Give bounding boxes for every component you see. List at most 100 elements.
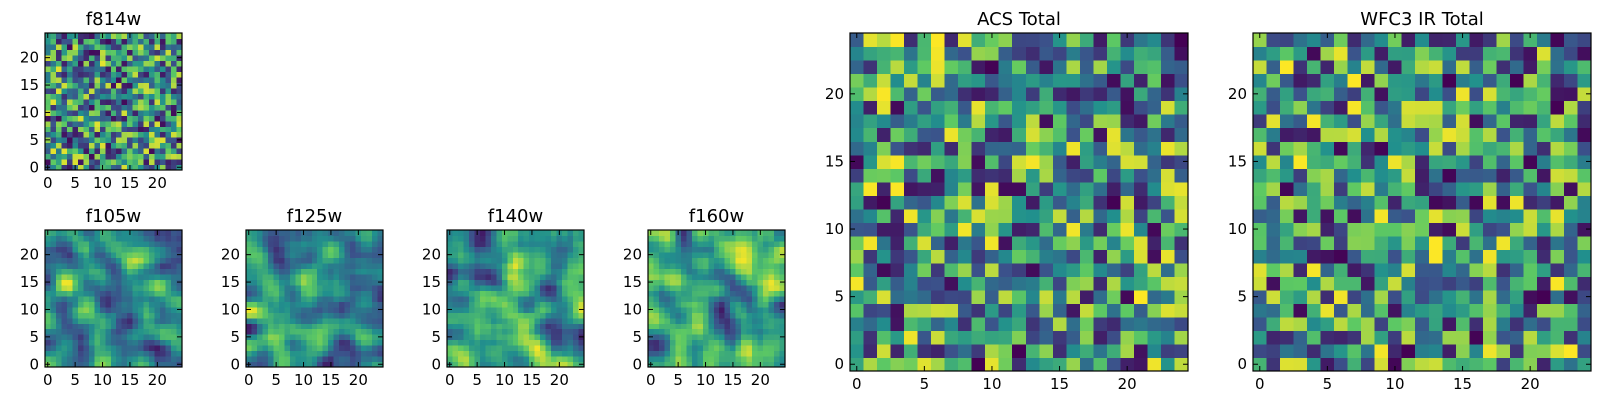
heatmap-cell — [1442, 303, 1457, 318]
heatmap-cell — [774, 323, 781, 330]
heatmap-cell — [1563, 181, 1579, 196]
heatmap-cell — [985, 262, 1000, 277]
heatmap-cell — [1455, 289, 1470, 304]
heatmap-cell — [99, 350, 106, 357]
heatmap-cell — [1079, 249, 1094, 264]
heatmap-cell — [708, 290, 715, 297]
heatmap-cell — [534, 235, 541, 242]
heatmap-cell — [675, 268, 682, 275]
heatmap-cell — [143, 251, 150, 258]
heatmap-cell — [322, 246, 329, 253]
heatmap-cell — [72, 235, 79, 242]
heatmap-cell — [1133, 87, 1149, 102]
heatmap-cell — [132, 49, 139, 56]
heatmap-cell — [300, 356, 307, 363]
heatmap-cell — [94, 345, 101, 352]
heatmap-cell — [361, 301, 368, 308]
heatmap-cell — [1039, 73, 1054, 88]
heatmap-cell — [83, 33, 90, 40]
heatmap-cell — [138, 323, 145, 330]
heatmap-cell — [77, 109, 84, 116]
heatmap-cell — [529, 273, 536, 280]
heatmap-cell — [143, 65, 150, 72]
heatmap-cell — [121, 279, 128, 286]
heatmap-cell — [691, 235, 698, 242]
heatmap-cell — [295, 284, 302, 291]
heatmap-cell — [94, 148, 101, 155]
heatmap-cell — [1428, 343, 1443, 359]
heatmap-cell — [311, 361, 318, 368]
heatmap-cell — [746, 317, 753, 324]
heatmap-cell — [669, 290, 676, 297]
heatmap-cell — [1025, 303, 1040, 318]
heatmap-cell — [691, 306, 698, 313]
heatmap-cell — [317, 290, 324, 297]
heatmap-cell — [529, 306, 536, 313]
heatmap-cell — [267, 361, 274, 368]
heatmap-cell — [1266, 87, 1281, 102]
heatmap-cell — [1320, 276, 1335, 291]
heatmap-cell — [61, 148, 68, 155]
heatmap-cell — [578, 284, 585, 291]
heatmap-cell — [45, 339, 52, 346]
heatmap-cell — [1469, 60, 1484, 75]
heatmap-cell — [1550, 168, 1565, 183]
heatmap-cell — [691, 356, 698, 363]
heatmap-cell — [171, 43, 178, 51]
heatmap-cell — [567, 356, 574, 363]
heatmap-cell — [1536, 235, 1552, 250]
heatmap-cell — [1066, 73, 1081, 88]
heatmap-cell — [366, 301, 373, 308]
heatmap-cell — [556, 345, 563, 352]
heatmap-cell — [50, 126, 57, 133]
heatmap-cell — [774, 279, 781, 286]
heatmap-cell — [562, 345, 569, 352]
heatmap-cell — [474, 323, 481, 330]
heatmap-cell — [143, 104, 150, 111]
heatmap-cell — [998, 235, 1013, 250]
heatmap-cell — [1120, 195, 1135, 210]
heatmap-cell — [1052, 141, 1067, 156]
heatmap-cell — [1361, 330, 1376, 345]
heatmap-cell — [165, 82, 172, 89]
heatmap-cell — [768, 279, 775, 286]
heatmap-cell — [540, 323, 547, 330]
heatmap-cell — [132, 350, 139, 357]
x-tick-label: 10 — [93, 174, 112, 192]
heatmap-cell — [372, 350, 379, 357]
heatmap-cell — [333, 317, 340, 324]
heatmap-cell — [61, 153, 68, 160]
heatmap-cell — [971, 127, 986, 142]
heatmap-cell — [578, 350, 585, 357]
heatmap-cell — [664, 251, 671, 258]
heatmap-cell — [944, 168, 959, 183]
heatmap-cell — [958, 46, 973, 61]
heatmap-cell — [774, 295, 781, 302]
heatmap-cell — [72, 43, 79, 51]
heatmap-cell — [246, 284, 253, 291]
heatmap-cell — [468, 356, 475, 363]
heatmap-cell — [985, 168, 1000, 183]
heatmap-cell — [468, 284, 475, 291]
heatmap-cell — [1401, 195, 1416, 210]
heatmap-cell — [746, 240, 753, 248]
heatmap-cell — [1293, 73, 1308, 88]
heatmap-cell — [463, 306, 470, 313]
heatmap-cell — [1293, 60, 1308, 75]
heatmap-cell — [1174, 316, 1189, 332]
heatmap-cell — [116, 65, 123, 72]
heatmap-cell — [372, 284, 379, 291]
heatmap-cell — [110, 137, 117, 144]
heatmap-cell — [1550, 33, 1565, 48]
heatmap-cell — [1106, 168, 1121, 183]
heatmap-cell — [1307, 33, 1322, 48]
heatmap-cell — [1334, 235, 1349, 250]
heatmap-cell — [149, 43, 156, 51]
heatmap-cell — [171, 60, 178, 67]
heatmap-cell — [512, 230, 519, 237]
heatmap-cell — [944, 100, 959, 115]
heatmap-cell — [746, 262, 753, 269]
heatmap-cell — [573, 290, 580, 297]
heatmap-cell — [877, 208, 892, 223]
heatmap-cell — [774, 268, 781, 275]
